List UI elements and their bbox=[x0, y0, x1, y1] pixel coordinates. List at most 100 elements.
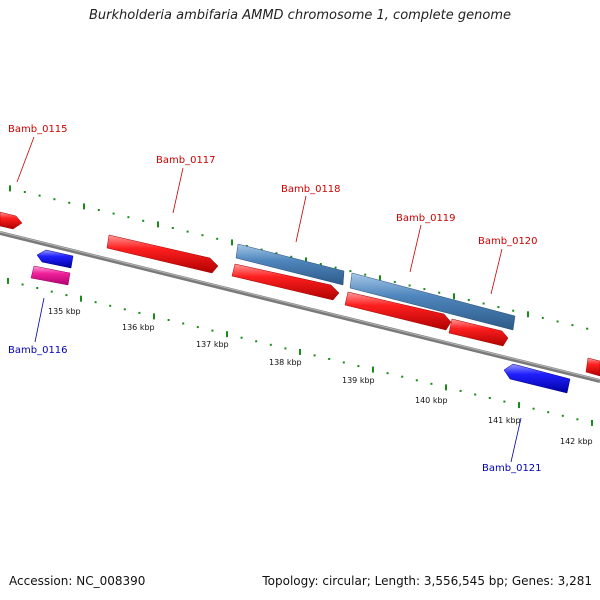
minor-tick-mark bbox=[576, 418, 579, 421]
gene-label-bamb-0115[interactable]: Bamb_0115 bbox=[8, 124, 68, 135]
chromosome-backbone bbox=[0, 231, 600, 383]
major-tick-mark bbox=[157, 221, 159, 228]
major-tick-mark bbox=[80, 295, 82, 302]
minor-tick-mark bbox=[142, 219, 145, 222]
minor-tick-mark bbox=[182, 322, 185, 325]
major-tick-mark bbox=[453, 293, 455, 300]
gene-label-bamb-0117[interactable]: Bamb_0117 bbox=[156, 155, 216, 166]
minor-tick-mark bbox=[260, 248, 263, 251]
gene-label-bamb-0121[interactable]: Bamb_0121 bbox=[482, 463, 542, 474]
tick-label: 142 kbp bbox=[560, 437, 593, 446]
major-tick-mark bbox=[527, 311, 529, 318]
minor-tick-mark bbox=[357, 365, 360, 368]
minor-tick-mark bbox=[401, 375, 404, 378]
minor-tick-mark bbox=[364, 273, 367, 276]
gene-label-bamb-0120[interactable]: Bamb_0120 bbox=[478, 236, 538, 247]
minor-tick-mark bbox=[488, 397, 491, 399]
minor-tick-mark bbox=[342, 361, 345, 364]
minor-tick-mark bbox=[36, 287, 39, 289]
minor-tick-mark bbox=[415, 379, 418, 382]
gene-arrow-bamb-0116-b[interactable] bbox=[30, 265, 71, 286]
minor-tick-mark bbox=[23, 191, 26, 193]
lower-dot-track bbox=[7, 277, 593, 426]
upper-dot-track bbox=[9, 185, 589, 330]
gene-arrow-bamb-0120[interactable] bbox=[448, 318, 509, 347]
minor-tick-mark bbox=[201, 234, 204, 237]
leader-bamb-0119 bbox=[409, 224, 422, 273]
minor-tick-mark bbox=[556, 320, 559, 323]
gene-arrow-bamb-0118[interactable] bbox=[231, 263, 340, 301]
leader-bamb-0116 bbox=[34, 297, 45, 343]
tick-label: 139 kbp bbox=[342, 376, 375, 385]
minor-tick-mark bbox=[38, 194, 41, 197]
major-tick-mark bbox=[299, 348, 301, 355]
minor-tick-mark bbox=[123, 308, 126, 311]
gene-arrow-bamb-0118-steel[interactable] bbox=[235, 243, 345, 286]
minor-tick-mark bbox=[408, 284, 411, 287]
map-title: Burkholderia ambifaria AMMD chromosome 1… bbox=[88, 8, 512, 23]
chromosome-backbone-highlight bbox=[0, 231, 600, 381]
minor-tick-mark bbox=[127, 216, 130, 219]
minor-tick-mark bbox=[97, 209, 100, 211]
minor-tick-mark bbox=[240, 336, 243, 339]
tick-label: 136 kbp bbox=[122, 323, 155, 332]
minor-tick-mark bbox=[438, 291, 441, 294]
gene-arrow-bamb-0119[interactable] bbox=[344, 291, 452, 331]
minor-tick-mark bbox=[541, 316, 544, 319]
minor-tick-mark bbox=[255, 340, 258, 343]
gene-arrow-bamb-0121[interactable] bbox=[503, 363, 571, 394]
minor-tick-mark bbox=[532, 407, 535, 410]
minor-tick-mark bbox=[313, 354, 316, 357]
minor-tick-mark bbox=[284, 347, 287, 350]
minor-tick-mark bbox=[328, 358, 331, 360]
tick-label: 140 kbp bbox=[415, 396, 448, 405]
minor-tick-mark bbox=[586, 327, 589, 330]
minor-tick-mark bbox=[459, 389, 462, 392]
major-tick-mark bbox=[372, 366, 374, 373]
tick-label: 141 kbp bbox=[488, 416, 521, 425]
accession-text: Accession: NC_008390 bbox=[9, 574, 146, 588]
minor-tick-mark bbox=[275, 252, 278, 255]
tick-label: 138 kbp bbox=[269, 358, 302, 367]
tick-label: 135 kbp bbox=[48, 307, 81, 316]
minor-tick-mark bbox=[216, 237, 219, 240]
minor-tick-mark bbox=[482, 302, 485, 305]
minor-tick-mark bbox=[547, 411, 550, 414]
major-tick-mark bbox=[231, 239, 233, 246]
gene-label-bamb-0118[interactable]: Bamb_0118 bbox=[281, 184, 341, 195]
major-tick-mark bbox=[379, 275, 381, 282]
minor-tick-mark bbox=[393, 280, 396, 283]
major-tick-mark bbox=[445, 384, 447, 391]
major-tick-mark bbox=[518, 402, 520, 409]
minor-tick-mark bbox=[319, 263, 322, 265]
minor-tick-mark bbox=[561, 414, 564, 417]
leader-bamb-0118 bbox=[295, 195, 307, 243]
minor-tick-mark bbox=[167, 319, 170, 321]
minor-tick-mark bbox=[171, 227, 174, 229]
minor-tick-mark bbox=[112, 212, 115, 215]
leader-bamb-0120 bbox=[490, 248, 503, 295]
gene-arrow-bamb-0115[interactable] bbox=[0, 211, 23, 230]
minor-tick-mark bbox=[334, 266, 337, 269]
major-tick-mark bbox=[153, 313, 155, 320]
minor-tick-mark bbox=[138, 311, 141, 314]
minor-tick-mark bbox=[430, 382, 433, 385]
gene-label-bamb-0119[interactable]: Bamb_0119 bbox=[396, 213, 456, 224]
gene-arrow-next[interactable] bbox=[585, 357, 600, 377]
gene-label-bamb-0116[interactable]: Bamb_0116 bbox=[8, 345, 68, 356]
minor-tick-mark bbox=[68, 201, 71, 204]
minor-tick-mark bbox=[474, 393, 477, 396]
minor-tick-mark bbox=[65, 294, 68, 297]
minor-tick-mark bbox=[21, 283, 24, 286]
gene-arrow-bamb-0116-a[interactable] bbox=[36, 249, 74, 269]
major-tick-mark bbox=[305, 257, 307, 264]
minor-tick-mark bbox=[50, 290, 53, 293]
minor-tick-mark bbox=[94, 301, 97, 304]
minor-tick-mark bbox=[512, 309, 515, 312]
gene-arrow-bamb-0119-steel[interactable] bbox=[349, 272, 516, 331]
gene-arrow-bamb-0117[interactable] bbox=[106, 234, 219, 274]
minor-tick-mark bbox=[290, 255, 293, 258]
tick-label: 137 kbp bbox=[196, 340, 229, 349]
minor-tick-mark bbox=[109, 304, 112, 307]
genome-summary-text: Topology: circular; Length: 3,556,545 bp… bbox=[262, 574, 592, 588]
